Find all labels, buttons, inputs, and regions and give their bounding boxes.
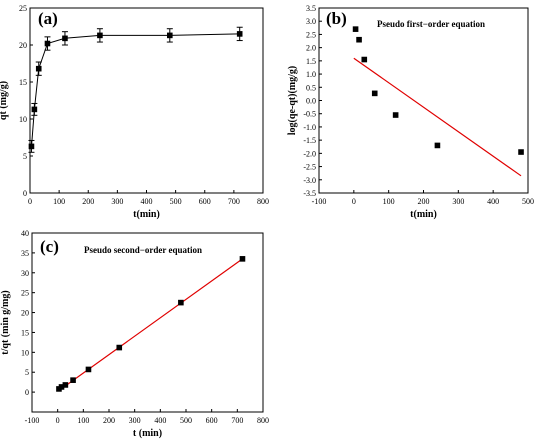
data-point [239,256,246,262]
y-tick-label: 10 [21,348,29,357]
data-point [116,344,123,351]
x-tick-label: 800 [257,416,269,425]
equation-label: Pseudo second−order equation [84,245,202,255]
y-tick-label: -3.5 [303,189,316,198]
y-tick-label: 20 [19,41,27,50]
data-point [62,35,68,42]
data-point [371,90,378,97]
data-point [35,65,42,72]
y-tick-label: 25 [19,4,27,13]
equation-label: Pseudo first−order equation [377,19,485,29]
plot-frame [31,232,264,413]
x-tick-label: 600 [206,416,218,425]
y-axis-label: log(qe-qt)(mg/g) [287,66,298,135]
x-tick-label: 200 [82,197,94,206]
x-tick-label: 500 [180,416,192,425]
y-tick-label: -0.5 [303,110,316,119]
panel-label: (a) [38,9,58,28]
x-tick-label: 100 [77,416,89,425]
x-tick-label: 600 [199,197,211,206]
y-tick-label: 20 [21,309,29,318]
x-tick-label: 400 [154,416,166,425]
data-point [236,31,243,37]
data-point [97,32,103,39]
x-tick-label: 500 [522,197,534,206]
y-tick-label: 30 [21,269,29,278]
fit-line [353,57,522,177]
y-axis-label: t/qt (min g/mg) [0,290,11,354]
y-tick-label: 25 [21,289,29,298]
panel-label: (b) [326,9,347,28]
y-tick-label: 5 [25,368,29,377]
y-tick-label: -1.0 [303,123,316,132]
x-tick-label: 0 [28,197,32,206]
y-tick-label: 15 [21,328,29,337]
y-tick-label: 1.0 [306,70,316,79]
y-tick-label: 3.5 [306,4,316,13]
y-tick-label: 2.5 [306,30,316,39]
y-tick-label: -2.0 [303,149,316,158]
data-point [85,366,92,373]
x-axis-label: t(min) [133,209,160,220]
y-tick-label: 0.0 [306,97,316,106]
y-tick-label: 0 [25,388,29,397]
series-line [31,33,240,147]
data-point [70,377,76,383]
x-tick-label: 800 [257,197,269,206]
panel-a: 0 100 200 300 400 500 600 700 800 0 5 10 15 20 25 t(min… [0,4,269,220]
data-point [44,40,51,47]
data-point [434,142,441,149]
data-point [31,106,38,113]
x-tick-label: 500 [170,197,182,206]
data-point [167,32,173,39]
x-axis-label: t(min) [410,209,437,220]
y-tick-label: -3.0 [303,176,316,185]
data-point [361,56,368,63]
x-tick-label: 100 [383,197,395,206]
y-tick-label: 1.5 [306,57,316,66]
x-tick-label: 400 [141,197,153,206]
x-tick-label: -100 [312,197,327,206]
panel-c: -100 0 100 200 300 400 500 600 700 800 0 5 10 15 20 25 3… [0,229,269,439]
y-tick-label: -1.5 [303,136,316,145]
data-point [58,384,65,390]
data-point [62,382,69,388]
y-tick-label: 0.5 [306,83,316,92]
x-tick-label: 0 [56,416,60,425]
x-tick-label: 300 [111,197,123,206]
x-tick-label: 300 [452,197,464,206]
x-tick-label: 200 [103,416,115,425]
x-tick-label: 100 [53,197,65,206]
y-tick-label: 35 [21,249,29,258]
x-tick-label: 700 [228,197,240,206]
y-tick-label: 10 [19,115,27,124]
x-axis-label: t (min) [133,428,162,439]
data-point [28,143,35,150]
data-point [518,149,524,155]
y-tick-label: 40 [21,229,29,238]
data-point [178,299,184,306]
x-tick-label: -100 [25,416,40,425]
y-tick-label: -2.5 [303,163,316,172]
y-axis-label: qt (mg/g) [0,81,9,120]
y-tick-label: 2.0 [306,44,316,53]
plot-frame [318,7,529,194]
y-tick-label: 0 [23,189,27,198]
x-tick-label: 200 [418,197,430,206]
data-point [392,112,399,118]
x-tick-label: 300 [129,416,141,425]
data-point [352,26,359,32]
y-tick-label: 5 [23,152,27,161]
panel-b: -100 0 100 200 300 400 500 -3.5 -3.0 -2.5 -2.0 -1.5… [287,4,534,220]
y-tick-label: 15 [19,78,27,87]
panel-label: (c) [40,237,59,256]
x-tick-label: 400 [487,197,499,206]
x-tick-label: 0 [352,197,356,206]
data-point [356,36,362,43]
x-tick-label: 700 [231,416,243,425]
y-tick-label: 3.0 [306,17,316,26]
